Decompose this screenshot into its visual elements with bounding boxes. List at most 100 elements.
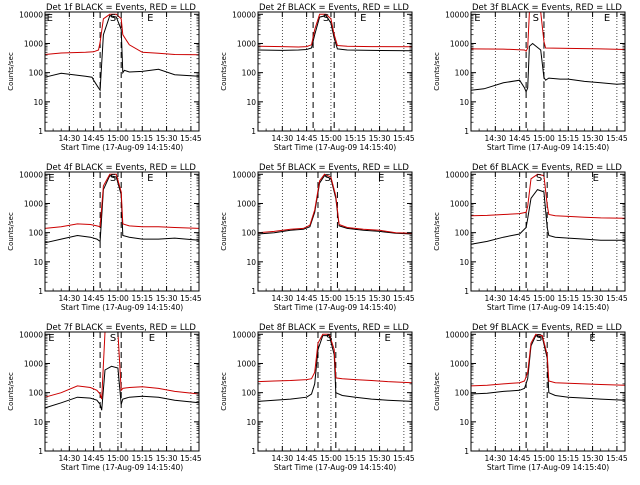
y-tick-label: 1000 bbox=[450, 39, 469, 48]
event-marker-label: S bbox=[110, 173, 116, 184]
y-axis-title: Counts/sec bbox=[7, 52, 15, 91]
event-marker-label: S bbox=[536, 333, 542, 344]
x-tick-label: 15:30 bbox=[156, 134, 178, 143]
x-tick-label: 14:45 bbox=[509, 134, 531, 143]
y-tick-label: 1000 bbox=[450, 359, 469, 368]
y-tick-label: 10000 bbox=[19, 330, 43, 339]
y-tick-label: 10 bbox=[33, 418, 43, 427]
plot-frame bbox=[257, 171, 413, 292]
x-tick-label: 15:30 bbox=[582, 454, 604, 463]
event-marker-label: S bbox=[326, 333, 332, 344]
x-tick-label: 15:45 bbox=[180, 454, 202, 463]
series-line-events bbox=[257, 335, 413, 402]
y-tick-label: 1000 bbox=[237, 359, 256, 368]
x-tick-label: 15:30 bbox=[582, 294, 604, 303]
x-tick-label: 15:15 bbox=[557, 454, 579, 463]
event-marker-label: E bbox=[47, 13, 53, 24]
y-axis-title: Counts/sec bbox=[7, 372, 15, 411]
chart-title: Det 2f BLACK = Events, RED = LLD bbox=[259, 3, 409, 13]
x-tick-label: 15:15 bbox=[131, 454, 153, 463]
y-tick-label: 100 bbox=[455, 389, 470, 398]
y-tick-label: 1 bbox=[464, 127, 469, 136]
chart-panel: Det 1f BLACK = Events, RED = LLD 1 10 100 10… bbox=[7, 3, 202, 152]
y-tick-label: 10 bbox=[33, 258, 43, 267]
chart-panel: Det 7f BLACK = Events, RED = LLD 1 10 100 10… bbox=[7, 323, 202, 472]
x-tick-label: 15:45 bbox=[180, 134, 202, 143]
x-tick-label: 15:30 bbox=[369, 134, 391, 143]
plot-frame bbox=[470, 11, 626, 132]
x-axis-title: Start Time (17-Aug-09 14:15:40) bbox=[487, 143, 609, 152]
series-line-events bbox=[44, 365, 200, 411]
y-tick-label: 100 bbox=[29, 229, 44, 238]
x-tick-label: 15:00 bbox=[320, 134, 342, 143]
x-tick-label: 15:30 bbox=[156, 294, 178, 303]
y-tick-label: 10000 bbox=[445, 170, 469, 179]
y-axis-title: Counts/sec bbox=[7, 212, 15, 251]
x-tick-label: 15:30 bbox=[582, 134, 604, 143]
x-tick-label: 14:30 bbox=[272, 134, 294, 143]
x-tick-label: 14:30 bbox=[59, 134, 81, 143]
x-tick-label: 15:45 bbox=[393, 454, 415, 463]
y-axis-title: Counts/sec bbox=[433, 372, 441, 411]
event-marker-label: E bbox=[48, 173, 54, 184]
x-tick-label: 15:00 bbox=[107, 454, 129, 463]
event-marker-label: E bbox=[147, 13, 153, 24]
y-tick-label: 100 bbox=[29, 69, 44, 78]
event-marker-label: E bbox=[589, 333, 595, 344]
y-tick-label: 100 bbox=[455, 69, 470, 78]
y-tick-label: 10000 bbox=[19, 170, 43, 179]
series-line-events bbox=[470, 335, 626, 401]
x-tick-label: 14:30 bbox=[272, 294, 294, 303]
series-line-lld bbox=[257, 333, 413, 384]
y-tick-label: 1 bbox=[464, 287, 469, 296]
x-tick-label: 14:30 bbox=[272, 454, 294, 463]
x-axis-title: Start Time (17-Aug-09 14:15:40) bbox=[61, 303, 183, 312]
plot-frame bbox=[470, 171, 626, 292]
event-marker-label: S bbox=[533, 13, 539, 24]
plot-frame bbox=[44, 171, 200, 292]
y-tick-label: 10000 bbox=[232, 170, 256, 179]
x-tick-label: 15:00 bbox=[107, 294, 129, 303]
plot-frame bbox=[257, 11, 413, 132]
chart-title: Det 9f BLACK = Events, RED = LLD bbox=[472, 323, 622, 333]
event-marker-label: S bbox=[323, 13, 329, 24]
y-tick-label: 10 bbox=[246, 418, 256, 427]
y-tick-label: 1000 bbox=[450, 199, 469, 208]
y-tick-label: 100 bbox=[242, 389, 257, 398]
x-tick-label: 15:15 bbox=[557, 294, 579, 303]
x-tick-label: 15:15 bbox=[131, 134, 153, 143]
series-line-lld bbox=[470, 11, 626, 52]
x-tick-label: 15:45 bbox=[393, 134, 415, 143]
chart-title: Det 8f BLACK = Events, RED = LLD bbox=[259, 323, 409, 333]
x-tick-label: 14:45 bbox=[83, 454, 105, 463]
chart-panel: Det 3f BLACK = Events, RED = LLD 1 10 100 10… bbox=[433, 3, 628, 152]
x-tick-label: 15:00 bbox=[320, 454, 342, 463]
y-tick-label: 100 bbox=[242, 229, 257, 238]
x-tick-label: 14:45 bbox=[296, 294, 318, 303]
y-tick-label: 1000 bbox=[237, 39, 256, 48]
y-tick-label: 10 bbox=[459, 258, 469, 267]
x-tick-label: 14:30 bbox=[59, 454, 81, 463]
chart-title: Det 4f BLACK = Events, RED = LLD bbox=[46, 163, 196, 173]
series-line-lld bbox=[44, 173, 200, 229]
event-marker-label: S bbox=[324, 173, 330, 184]
x-tick-label: 14:45 bbox=[83, 134, 105, 143]
plot-frame bbox=[44, 331, 200, 452]
event-marker-label: E bbox=[593, 173, 599, 184]
x-tick-label: 15:30 bbox=[369, 294, 391, 303]
event-marker-label: E bbox=[149, 333, 155, 344]
x-axis-title: Start Time (17-Aug-09 14:15:40) bbox=[487, 303, 609, 312]
y-tick-label: 1000 bbox=[237, 199, 256, 208]
event-marker-label: E bbox=[604, 13, 610, 24]
y-tick-label: 100 bbox=[455, 229, 470, 238]
chart-title: Det 7f BLACK = Events, RED = LLD bbox=[46, 323, 196, 333]
x-axis-title: Start Time (17-Aug-09 14:15:40) bbox=[274, 303, 396, 312]
y-tick-label: 10000 bbox=[445, 10, 469, 19]
x-tick-label: 15:45 bbox=[606, 134, 628, 143]
y-axis-title: Counts/sec bbox=[220, 52, 228, 91]
chart-panel: Det 4f BLACK = Events, RED = LLD 1 10 100 10… bbox=[7, 163, 202, 312]
plot-frame bbox=[470, 331, 626, 452]
x-tick-label: 15:15 bbox=[131, 294, 153, 303]
x-tick-label: 15:15 bbox=[344, 134, 366, 143]
